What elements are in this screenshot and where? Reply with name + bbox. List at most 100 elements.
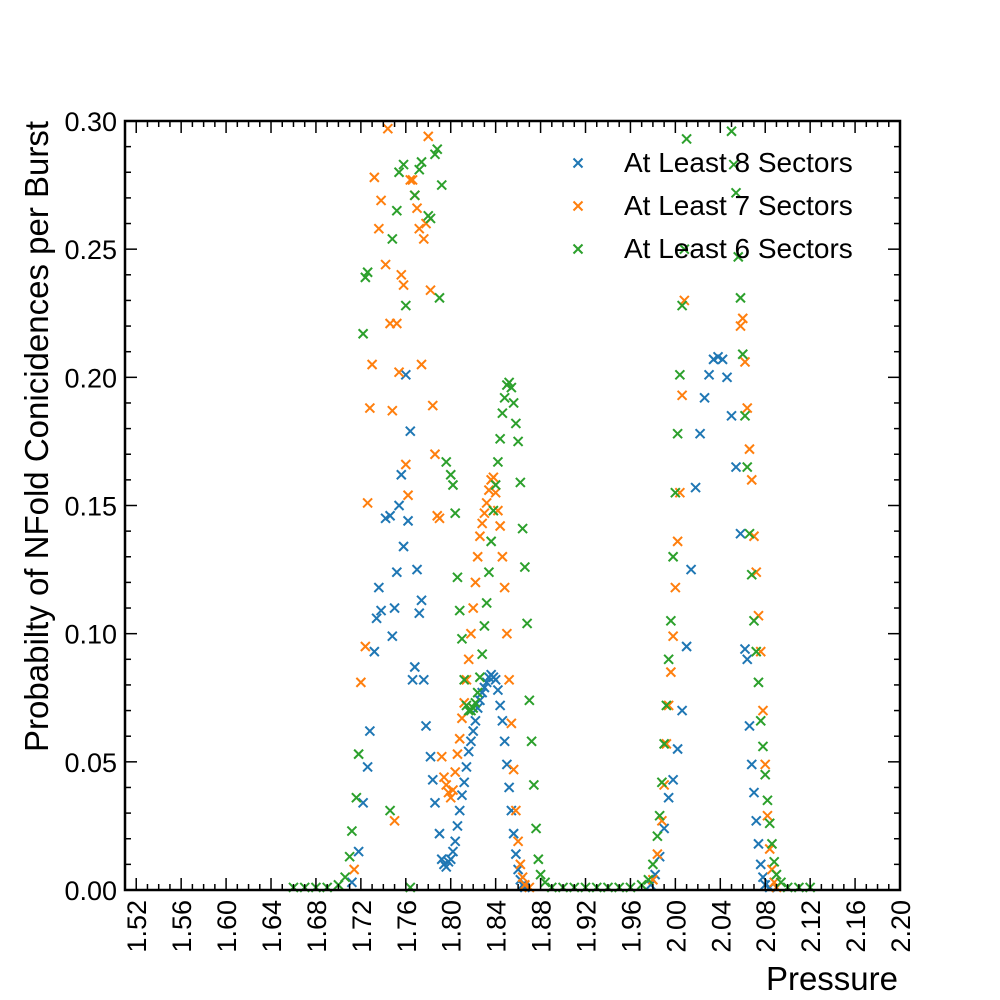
data-point-series-2 [456,633,468,645]
data-point-series-1 [512,836,524,847]
data-point-series-1 [461,674,472,686]
data-point-series-1 [652,848,663,860]
data-point-series-2 [530,823,542,834]
data-point-series-1 [393,366,405,378]
data-point-series-1 [380,259,391,270]
x-tick-label: 1.96 [616,900,646,953]
x-tick-label: 2.00 [661,900,691,953]
data-point-series-1 [398,279,409,291]
data-point-series-1 [348,864,360,875]
data-point-series-1 [663,700,674,711]
data-point-series-2 [488,505,499,516]
x-tick-label: 1.64 [257,900,287,953]
data-point-series-0 [427,774,438,785]
x-tick-label: 1.68 [302,900,332,953]
data-point-series-0 [748,787,760,798]
data-point-series-2 [676,300,688,311]
data-point-series-0 [452,820,463,832]
y-axis-title: Probabilty of NFold Conicidences per Bur… [18,121,55,752]
data-point-series-0 [405,425,416,437]
data-point-series-1 [387,405,398,416]
data-point-series-1 [438,772,450,783]
data-point-series-0 [739,643,751,655]
data-point-series-0 [420,720,432,732]
data-point-series-2 [476,648,488,660]
data-point-series-1 [407,174,418,186]
data-point-series-2 [515,477,526,488]
legend-entry-6-sectors: At Least 6 Sectors [572,233,853,264]
data-point-series-2 [521,618,533,629]
data-point-series-0 [492,684,504,696]
data-point-series-2 [483,566,495,578]
data-point-series-0 [429,797,441,809]
data-point-series-1 [467,602,479,614]
data-point-series-1 [672,536,683,547]
data-point-series-1 [355,677,367,688]
data-point-series-1 [414,223,425,234]
data-point-series-0 [393,500,405,511]
data-point-series-2 [445,469,456,480]
data-point-series-2 [517,523,528,534]
data-point-series-1 [737,313,748,324]
data-point-series-2 [346,825,358,837]
data-point-series-1 [436,751,447,762]
data-point-series-1 [402,490,414,501]
data-point-series-1 [501,628,513,639]
data-point-series-1 [674,487,686,498]
data-point-series-0 [510,848,522,860]
tick-labels-layer: 1.52 1.56 1.60 1.64 1.68 1.72 1.76 1.80 1.84 1.88… [64,107,916,953]
data-point-series-0 [757,871,769,883]
data-point-series-2 [485,536,497,547]
data-point-series-0 [508,828,519,839]
data-point-series-0 [369,646,380,657]
data-point-series-2 [674,369,686,380]
y-tick-label: 0.30 [64,107,117,137]
data-point-series-0 [456,789,468,801]
data-point-series-2 [728,159,739,170]
data-point-series-1 [434,513,445,524]
data-point-series-2 [339,871,351,883]
data-point-series-1 [400,459,412,470]
data-point-series-2 [497,408,508,419]
data-point-series-0 [398,541,409,552]
data-point-series-0 [694,428,706,439]
data-point-series-2 [760,769,771,780]
legend-label-7-sectors: At Least 7 Sectors [624,190,853,221]
data-point-series-0 [447,846,459,857]
x-tick-label: 2.12 [796,900,826,953]
data-point-series-1 [746,474,757,486]
data-point-series-1 [391,318,403,329]
data-point-series-2 [753,677,764,688]
data-point-series-2 [387,233,398,245]
data-point-series-2 [526,736,537,747]
data-point-series-1 [364,402,376,414]
data-point-series-2 [425,213,436,224]
data-point-series-2 [344,851,355,862]
y-tick-label: 0.25 [64,235,117,265]
data-point-series-1 [479,507,490,519]
data-point-series-2 [458,674,470,686]
data-point-series-0 [467,725,479,737]
data-point-series-1 [425,284,436,296]
data-point-series-2 [757,741,769,752]
data-point-series-1 [490,487,501,498]
data-point-series-0 [699,392,710,404]
data-point-series-0 [414,607,425,619]
data-point-series-2 [508,397,519,409]
y-tick-label: 0.05 [64,748,117,778]
data-point-series-0 [681,641,692,652]
data-point-series-0 [735,528,746,539]
data-point-series-0 [387,631,398,642]
data-point-series-0 [726,410,737,421]
data-point-series-0 [454,805,465,816]
data-point-series-1 [665,666,677,678]
data-point-series-1 [667,631,679,642]
data-point-series-0 [434,828,445,839]
data-point-series-2 [748,615,760,627]
data-point-series-2 [766,838,778,850]
data-point-series-2 [452,572,463,583]
data-point-series-2 [454,605,465,616]
data-point-series-2 [654,810,665,821]
data-point-series-2 [441,456,452,468]
data-point-series-0 [730,461,742,473]
